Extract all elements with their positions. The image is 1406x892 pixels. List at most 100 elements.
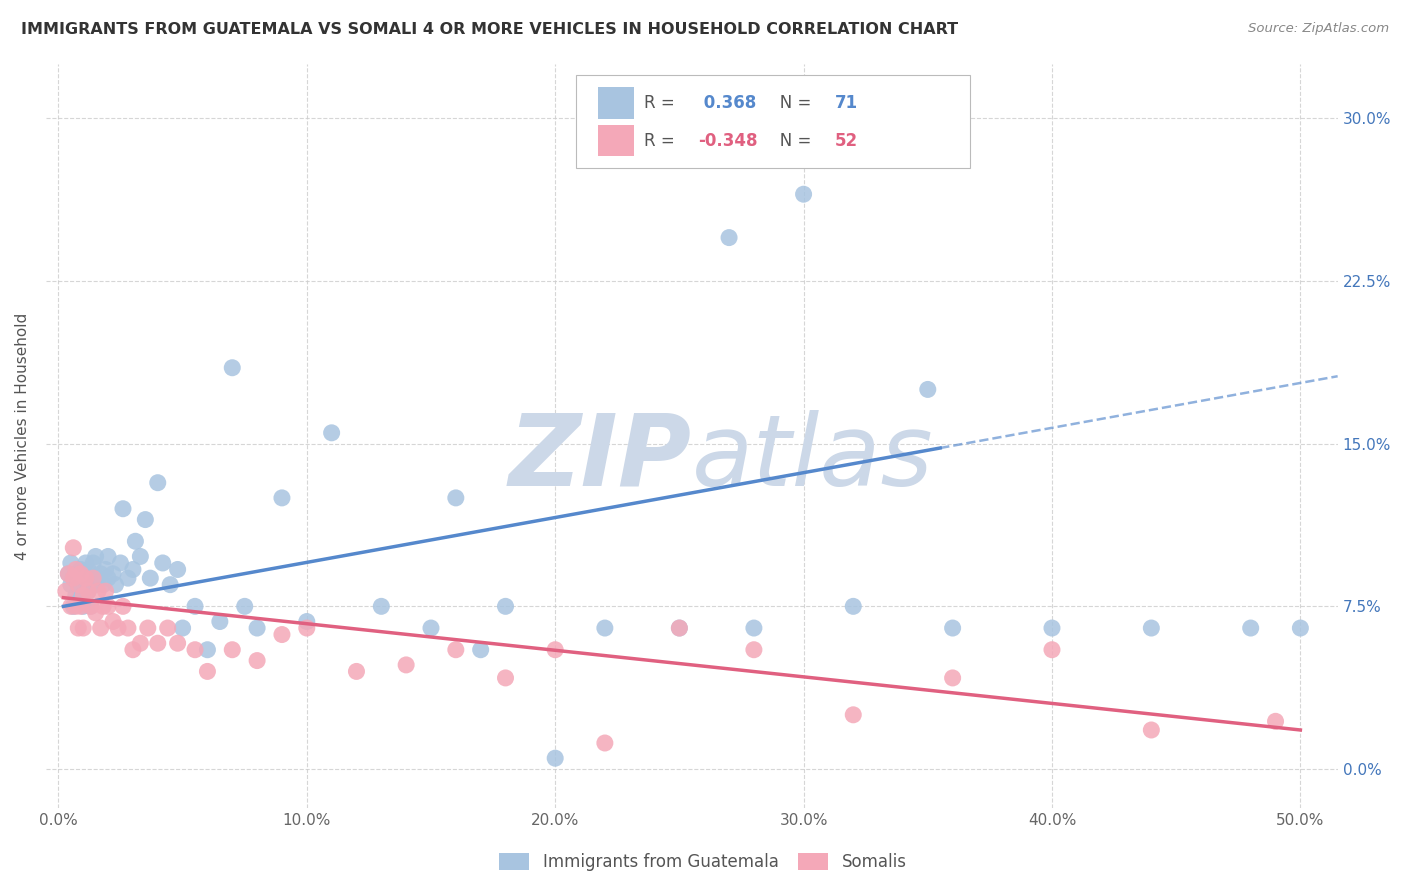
Point <box>668 621 690 635</box>
Point <box>122 562 145 576</box>
Point <box>84 606 107 620</box>
Text: N =: N = <box>763 94 817 112</box>
Point <box>65 566 87 581</box>
Point <box>97 549 120 564</box>
Point <box>91 599 114 614</box>
Point <box>69 599 91 614</box>
Bar <box>598 125 634 156</box>
Point <box>156 621 179 635</box>
Point <box>67 577 90 591</box>
Point <box>79 599 101 614</box>
Point <box>1264 714 1286 729</box>
Point <box>79 599 101 614</box>
Text: -0.348: -0.348 <box>699 131 758 150</box>
Point <box>77 584 100 599</box>
Point <box>75 556 97 570</box>
Point <box>166 636 188 650</box>
Point <box>1140 723 1163 737</box>
Point <box>65 589 87 603</box>
Point <box>75 571 97 585</box>
Point <box>444 491 467 505</box>
Point <box>346 665 368 679</box>
Point <box>82 556 104 570</box>
Point <box>101 615 124 629</box>
Point <box>91 577 114 591</box>
Point <box>544 642 567 657</box>
Point <box>246 621 269 635</box>
Point <box>136 621 159 635</box>
Text: R =: R = <box>644 94 681 112</box>
Point <box>58 566 80 581</box>
Text: 0.368: 0.368 <box>699 94 756 112</box>
Point <box>129 636 152 650</box>
Point <box>544 751 567 765</box>
Point <box>72 599 94 614</box>
Point <box>1289 621 1312 635</box>
Point <box>94 584 117 599</box>
Point <box>295 621 318 635</box>
Point <box>62 571 84 585</box>
Text: Source: ZipAtlas.com: Source: ZipAtlas.com <box>1249 22 1389 36</box>
Point <box>90 566 112 581</box>
Point <box>184 599 207 614</box>
Point <box>69 562 91 576</box>
Point <box>122 642 145 657</box>
Point <box>1040 621 1063 635</box>
Point <box>107 621 129 635</box>
Point <box>159 577 181 591</box>
Point <box>495 671 517 685</box>
Point <box>124 534 146 549</box>
Point <box>842 599 865 614</box>
Point <box>110 556 132 570</box>
Point <box>139 571 162 585</box>
Point <box>321 425 343 440</box>
Point <box>117 571 139 585</box>
Point <box>90 621 112 635</box>
Point <box>742 642 765 657</box>
Point <box>65 562 87 576</box>
Point <box>77 584 100 599</box>
Point <box>197 665 219 679</box>
Point <box>59 599 82 614</box>
Point <box>101 566 124 581</box>
Point <box>152 556 174 570</box>
Text: ZIP: ZIP <box>509 410 692 507</box>
Point <box>69 584 91 599</box>
Point <box>184 642 207 657</box>
Point <box>62 541 84 555</box>
Point <box>395 657 418 672</box>
Point <box>59 577 82 591</box>
Point <box>233 599 256 614</box>
Point <box>271 627 294 641</box>
Point <box>470 642 492 657</box>
Point <box>59 556 82 570</box>
Point <box>69 566 91 581</box>
Point <box>420 621 443 635</box>
Point <box>104 577 127 591</box>
Y-axis label: 4 or more Vehicles in Household: 4 or more Vehicles in Household <box>15 312 30 559</box>
Point <box>742 621 765 635</box>
Point <box>62 571 84 585</box>
Point <box>134 512 156 526</box>
Point <box>1240 621 1263 635</box>
Point <box>84 577 107 591</box>
Point <box>94 562 117 576</box>
Point <box>111 599 134 614</box>
Point <box>842 707 865 722</box>
Text: 52: 52 <box>835 131 858 150</box>
Point <box>370 599 392 614</box>
Point <box>246 654 269 668</box>
Point <box>271 491 294 505</box>
Point <box>917 383 939 397</box>
Point <box>58 566 80 581</box>
Text: atlas: atlas <box>692 410 934 507</box>
Point <box>67 592 90 607</box>
Text: IMMIGRANTS FROM GUATEMALA VS SOMALI 4 OR MORE VEHICLES IN HOUSEHOLD CORRELATION : IMMIGRANTS FROM GUATEMALA VS SOMALI 4 OR… <box>21 22 959 37</box>
Text: 71: 71 <box>835 94 858 112</box>
Point <box>444 642 467 657</box>
Point <box>72 571 94 585</box>
Point <box>55 584 77 599</box>
Text: N =: N = <box>763 131 817 150</box>
Point <box>87 584 110 599</box>
Point <box>668 621 690 635</box>
